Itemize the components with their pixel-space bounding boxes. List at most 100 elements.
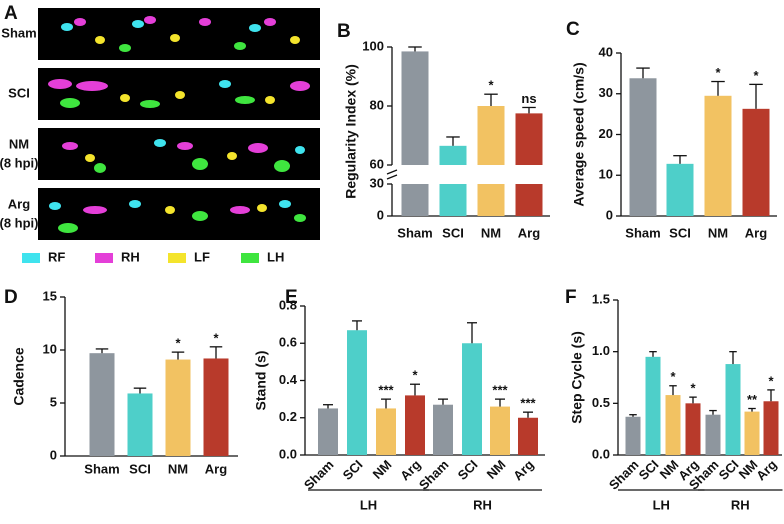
significance-label: ** (747, 392, 758, 407)
significance-label: * (690, 381, 696, 396)
footprint (85, 154, 95, 162)
legend-label: RF (48, 249, 65, 264)
bar (705, 414, 721, 455)
y-tick-label: 15 (43, 288, 57, 303)
footprint (274, 160, 290, 172)
axis-break (386, 169, 398, 175)
significance-label: * (753, 68, 759, 83)
bar (89, 353, 115, 456)
significance-label: * (412, 368, 418, 383)
footprint-strips (38, 8, 320, 240)
footprint (62, 142, 78, 150)
footprint (192, 211, 208, 221)
bar (127, 393, 153, 456)
x-tick-label: SCI (669, 225, 691, 240)
row-label: Sham (1, 25, 36, 40)
x-tick-label: NM (708, 225, 728, 240)
footprint (140, 100, 160, 108)
y-tick-label: 60 (370, 156, 384, 171)
significance-label: * (768, 373, 774, 388)
bar-lower (515, 184, 543, 216)
bar-lower (439, 184, 467, 216)
x-tick-label: SCI (455, 457, 481, 483)
y-tick-label: 20 (599, 126, 613, 141)
bar (704, 95, 732, 216)
footprint (154, 139, 166, 147)
x-tick-label: NM (370, 457, 395, 482)
significance-label: * (175, 336, 181, 351)
legend-swatch (241, 253, 259, 263)
significance-label: * (213, 330, 219, 345)
footprint (49, 202, 61, 210)
footprint (199, 18, 211, 26)
footprint (132, 20, 144, 28)
bar-lower (401, 184, 429, 216)
bar (433, 404, 453, 455)
panel-letter: A (4, 3, 18, 24)
x-tick-label: NM (481, 225, 501, 240)
x-tick-label: SCI (340, 457, 366, 483)
panel-letter: B (337, 21, 351, 42)
footprint (94, 163, 106, 173)
footprint (58, 223, 78, 233)
significance-label: ns (521, 91, 536, 106)
bar (477, 106, 505, 165)
bar (629, 78, 657, 216)
footprint (264, 18, 276, 26)
footprint (248, 143, 268, 153)
footprint (249, 24, 261, 32)
y-tick-label: 100 (362, 38, 384, 53)
x-tick-label: Arg (205, 461, 227, 476)
significance-label: * (488, 78, 494, 93)
row-label: SCI (8, 85, 30, 100)
footprint (290, 81, 310, 91)
x-tick-label: Sham (301, 457, 337, 493)
bar (401, 51, 429, 165)
footprint (119, 44, 131, 52)
x-tick-label: SCI (442, 225, 464, 240)
bar (165, 359, 191, 456)
y-tick-label: 5 (50, 394, 57, 409)
y-tick-label: 0.5 (592, 395, 610, 410)
y-tick-label: 0.2 (279, 409, 297, 424)
legend-label: LF (194, 249, 210, 264)
footprint (192, 158, 208, 170)
bar (666, 163, 694, 216)
x-tick-label: Arg (510, 457, 536, 483)
footprint (230, 206, 250, 214)
y-tick-label: 0.0 (279, 446, 297, 461)
footprint (234, 42, 246, 50)
y-tick-label: 1.5 (592, 291, 610, 306)
x-tick-label: Sham (397, 225, 432, 240)
row-label: Arg (8, 196, 30, 211)
axis-break (386, 174, 398, 180)
y-axis-label: Cadence (11, 347, 27, 406)
x-tick-label: Sham (606, 457, 642, 493)
footprint (165, 206, 175, 214)
row-sublabel: (8 hpi) (0, 215, 39, 230)
bar (518, 417, 538, 455)
footprint (257, 204, 267, 212)
footprint (235, 96, 255, 104)
group-label: RH (473, 497, 492, 512)
strip (38, 8, 320, 60)
bar (725, 364, 741, 455)
panel-letter: E (285, 287, 298, 308)
footprint (175, 91, 185, 99)
y-tick-label: 1.0 (592, 343, 610, 358)
bar (744, 411, 760, 455)
bar (665, 395, 681, 455)
significance-label: *** (520, 396, 536, 411)
y-axis-label: Stand (s) (253, 351, 269, 411)
bar (763, 401, 779, 455)
y-axis-label: Step Cycle (s) (569, 331, 585, 424)
footprint (60, 98, 80, 108)
footprint (74, 18, 86, 26)
y-axis-label: Average speed (cm/s) (571, 62, 587, 206)
panel-letter: D (4, 287, 18, 308)
footprint (83, 206, 107, 214)
x-tick-label: Sham (625, 225, 660, 240)
panel-letter: F (565, 287, 577, 308)
bar (318, 408, 338, 455)
group-label: LH (653, 497, 670, 512)
